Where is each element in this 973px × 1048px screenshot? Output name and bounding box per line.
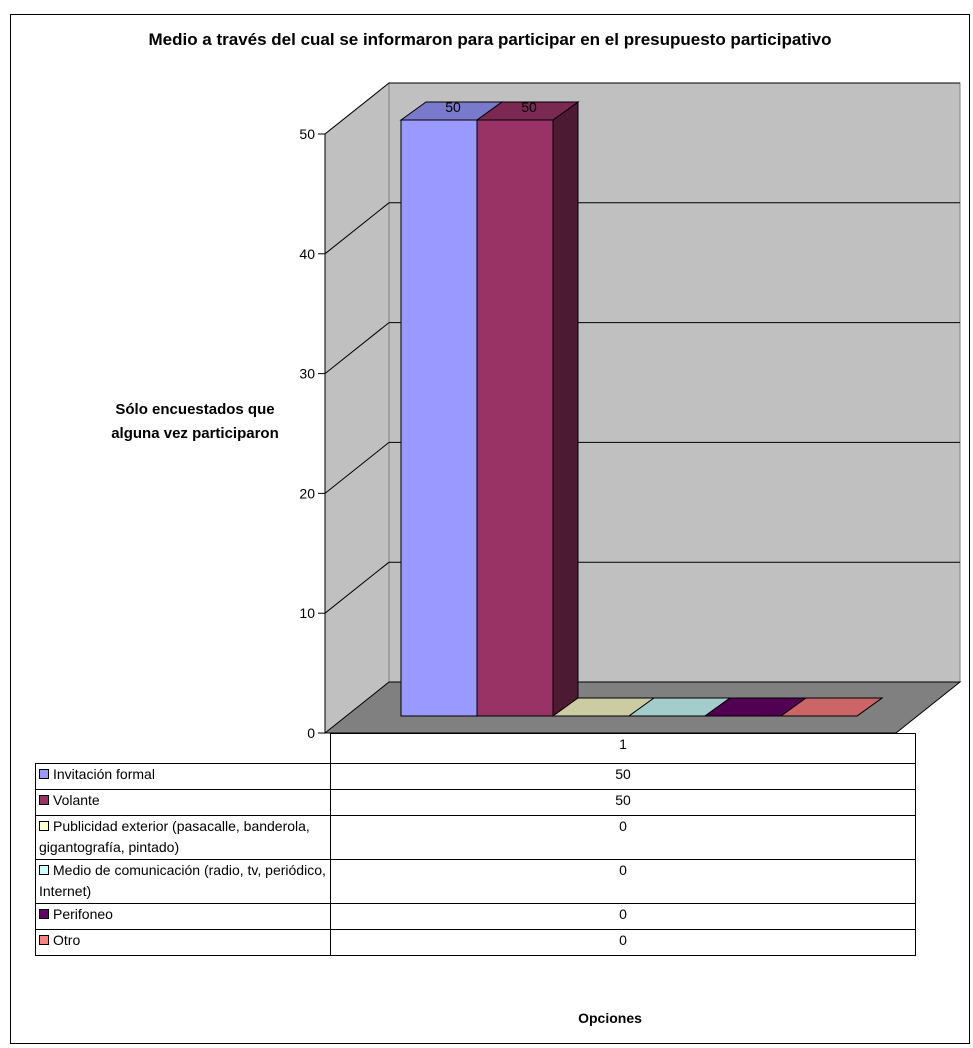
legend-swatch (39, 769, 49, 780)
legend-entry: Invitación formal (35, 763, 331, 790)
gridline-side (324, 322, 390, 374)
table-value-cell: 50 (330, 763, 916, 790)
y-tick-label: 30 (299, 366, 315, 382)
bar-side (552, 101, 579, 717)
legend-entry: Otro (35, 929, 331, 956)
table-category-header: 1 (330, 733, 916, 764)
table-value-cell: 0 (330, 815, 916, 860)
y-tick-label: 40 (299, 246, 315, 262)
legend-swatch (39, 795, 49, 806)
table-header-row: 1 (36, 733, 916, 764)
bar-6 (779, 697, 884, 717)
gridline-side (324, 442, 390, 494)
table-value-cell: 50 (330, 789, 916, 816)
y-tick-label: 50 (299, 126, 315, 142)
bar-2 (475, 101, 580, 717)
bar-front (476, 119, 554, 717)
legend-label: Invitación formal (53, 766, 155, 782)
bar-top (779, 697, 884, 717)
gridline-side (324, 82, 390, 135)
table-row: Volante 50 (35, 789, 916, 816)
x-axis-label: Opciones (578, 1010, 642, 1026)
legend-entry: Publicidad exterior (pasacalle, banderol… (35, 815, 331, 860)
side-wall (324, 81, 390, 735)
y-tick-label: 0 (307, 725, 315, 741)
table-blank-cell (36, 734, 331, 764)
table-row: Invitación formal 50 (35, 763, 916, 790)
legend-label: Otro (53, 932, 81, 948)
gridline-side (324, 202, 390, 255)
legend-swatch (39, 935, 49, 946)
table-row: Otro 0 (35, 929, 916, 956)
table-value-cell: 0 (330, 903, 916, 930)
legend-entry: Medio de comunicación (radio, tv, periód… (35, 859, 331, 904)
legend-label: Volante (53, 792, 100, 808)
legend-label: Publicidad exterior (pasacalle, banderol… (39, 818, 310, 855)
legend-label: Perifoneo (53, 906, 113, 922)
chart-bars (399, 101, 884, 717)
gridline-side (324, 561, 390, 614)
table-value-cell: 0 (330, 859, 916, 904)
legend-swatch (39, 909, 49, 920)
data-table-legend: 1 Invitación formal 50 Volante 50 Publicidad … (35, 733, 916, 956)
legend-entry: Perifoneo (35, 903, 331, 930)
table-value-cell: 0 (330, 929, 916, 956)
table-row: Publicidad exterior (pasacalle, banderol… (35, 815, 916, 860)
y-axis-label: Sólo encuestados que alguna vez particip… (111, 401, 279, 442)
y-tick-label: 10 (299, 605, 315, 621)
chart-title: Medio a través del cual se informaron pa… (148, 30, 832, 49)
legend-swatch (39, 865, 49, 876)
bar-front (400, 119, 478, 717)
legend-label: Medio de comunicación (radio, tv, periód… (39, 862, 326, 899)
legend-swatch (39, 821, 49, 832)
bar-value-label: 50 (445, 99, 461, 115)
bar-value-labels: 50 50 (445, 99, 537, 115)
y-axis: 0 10 20 30 40 50 (299, 126, 326, 741)
table-row: Medio de comunicación (radio, tv, periód… (35, 859, 916, 904)
legend-entry: Volante (35, 789, 331, 816)
y-tick-label: 20 (299, 485, 315, 501)
table-row: Perifoneo 0 (35, 903, 916, 930)
bar-value-label: 50 (521, 99, 537, 115)
